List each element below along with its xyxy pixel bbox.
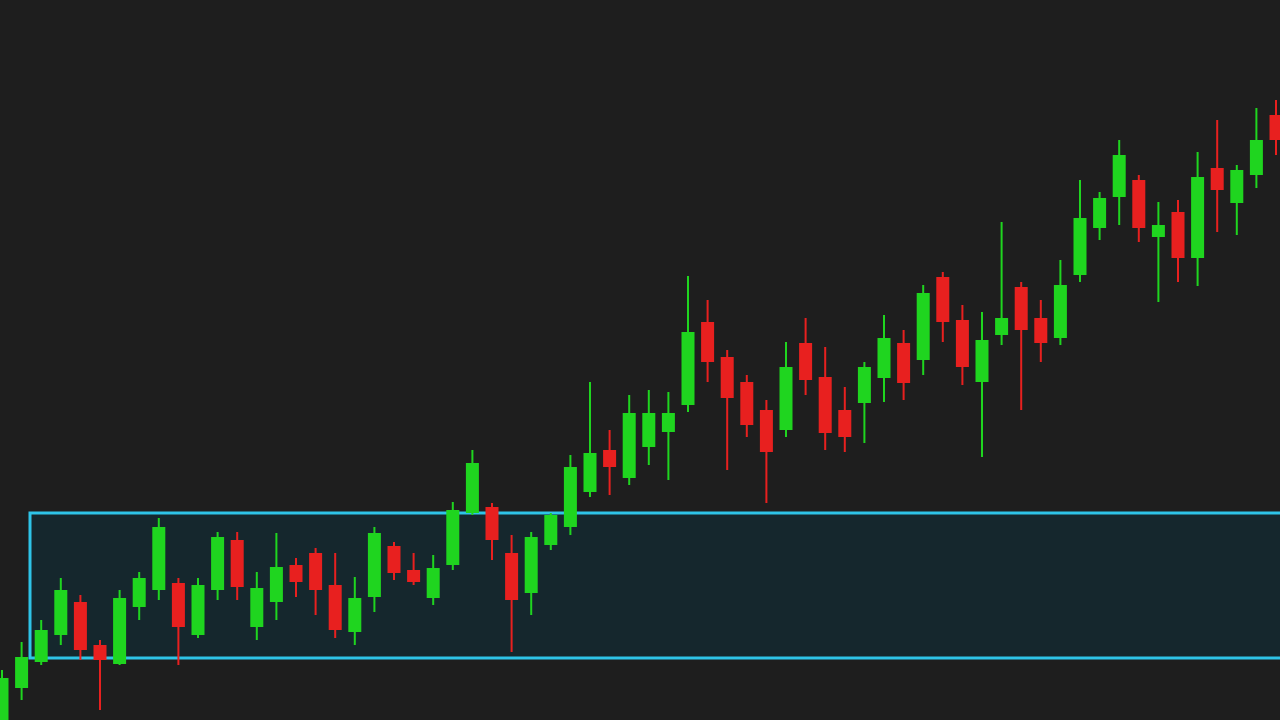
candle-body	[681, 332, 695, 405]
candle-body	[642, 413, 656, 447]
candle-body	[1132, 180, 1146, 228]
candle-body	[269, 567, 283, 602]
candle-body	[975, 340, 989, 382]
candle-body	[936, 277, 950, 322]
candle-body	[995, 318, 1009, 335]
candle-body	[1053, 285, 1067, 338]
candle-body	[818, 377, 832, 433]
candle-body	[720, 357, 734, 398]
candle-body	[73, 602, 87, 650]
candle-body	[34, 630, 48, 662]
candle-body	[544, 515, 558, 545]
candle-body	[1249, 140, 1263, 175]
candle-body	[563, 467, 577, 527]
candle-body	[93, 645, 107, 660]
candle-body	[1210, 168, 1224, 190]
candle-body	[1034, 318, 1048, 343]
candle-body	[0, 678, 9, 720]
candle-body	[603, 450, 617, 467]
candle-body	[622, 413, 636, 478]
candle-body	[1171, 212, 1185, 258]
candle-body	[1073, 218, 1087, 275]
candle-body	[407, 570, 421, 582]
candle-body	[1112, 155, 1126, 197]
candle-body	[465, 463, 479, 513]
candle-body	[1151, 225, 1165, 237]
candle-body	[289, 565, 303, 582]
candle-body	[328, 585, 342, 630]
candle-body	[838, 410, 852, 437]
candle-body	[191, 585, 205, 635]
candle-body	[1093, 198, 1107, 228]
candle-body	[759, 410, 773, 452]
candle-body	[916, 293, 930, 360]
candle-body	[446, 510, 460, 565]
candle-body	[661, 413, 675, 432]
candle-body	[309, 553, 323, 590]
candle-body	[485, 507, 499, 540]
candle-body	[799, 343, 813, 380]
candle-body	[387, 546, 401, 573]
candle-body	[15, 657, 29, 688]
candle-body	[701, 322, 715, 362]
candle-body	[54, 590, 68, 635]
candle-body	[1014, 287, 1028, 330]
candle-body	[348, 598, 362, 632]
candle-body	[152, 527, 166, 590]
candle-body	[1230, 170, 1244, 203]
candle-body	[1269, 115, 1280, 140]
candle-body	[740, 382, 754, 425]
candle-body	[583, 453, 597, 492]
candle-body	[230, 540, 244, 587]
candle-body	[779, 367, 793, 430]
candle-body	[367, 533, 381, 597]
candle-body	[211, 537, 225, 590]
candle-body	[426, 568, 440, 598]
candle-body	[250, 588, 264, 627]
candle-body	[1191, 177, 1205, 258]
candle-body	[505, 553, 519, 600]
candle-body	[955, 320, 969, 367]
candle-body	[113, 598, 127, 664]
candle-body	[171, 583, 185, 627]
candle-body	[132, 578, 146, 607]
candle-body	[897, 343, 911, 383]
candle-body	[524, 537, 538, 593]
candle-body	[857, 367, 871, 403]
candle-body	[877, 338, 891, 378]
